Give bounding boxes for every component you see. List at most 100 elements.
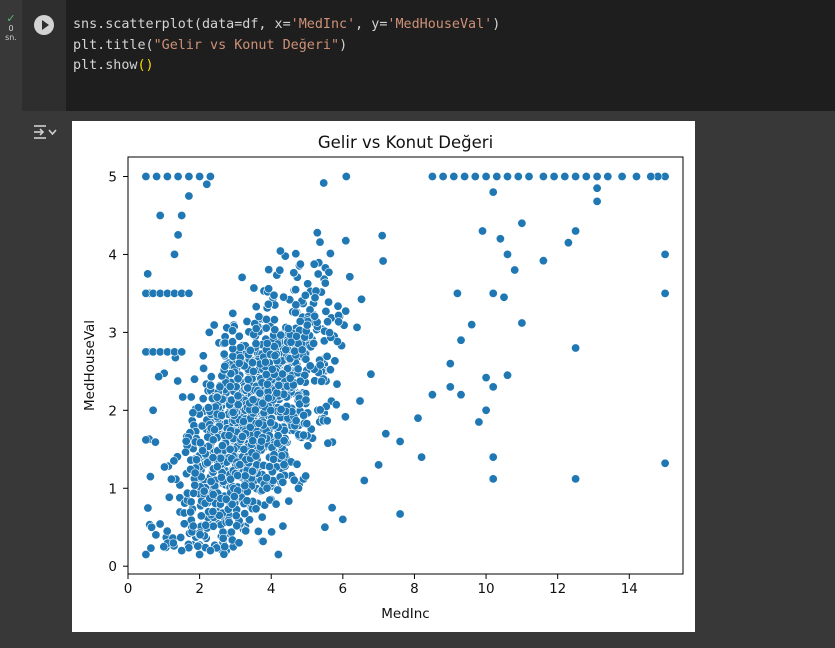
scatter-point [189, 488, 199, 498]
scatter-point [205, 546, 215, 556]
scatter-point [190, 468, 200, 478]
scatter-point [603, 171, 613, 181]
code-token: plt.title( [73, 37, 154, 53]
scatter-point [184, 191, 194, 201]
scatter-point [262, 379, 272, 389]
scatter-point [168, 538, 178, 548]
scatter-point [243, 383, 253, 393]
scatter-point [481, 171, 491, 181]
scatter-point [265, 495, 275, 505]
scatter-point [261, 323, 271, 333]
scatter-point [293, 364, 303, 374]
output-menu-icon[interactable] [32, 122, 58, 142]
scatter-point [155, 211, 165, 221]
scatter-point [188, 521, 198, 531]
scatter-point [289, 475, 299, 485]
y-tick-label: 4 [108, 247, 117, 263]
scatter-point [152, 171, 162, 181]
scatter-point [274, 380, 284, 390]
scatter-point [355, 396, 365, 406]
code-text[interactable]: sns.scatterplot(data=df, x='MedInc', y='… [73, 15, 500, 77]
scatter-point [449, 171, 459, 181]
scatter-point [320, 278, 330, 288]
scatter-point [206, 476, 216, 486]
code-editor[interactable] [66, 0, 835, 111]
scatter-point [445, 359, 455, 369]
run-cell-button[interactable] [34, 15, 54, 35]
scatter-point [295, 259, 305, 269]
scatter-point [234, 538, 244, 548]
scatter-point [319, 178, 329, 188]
scatter-point [309, 338, 319, 348]
scatter-point [143, 269, 153, 279]
scatter-point [452, 288, 462, 298]
scatter-point [345, 272, 355, 282]
scatter-point [427, 171, 437, 181]
scatter-point [251, 339, 261, 349]
scatter-point [470, 171, 480, 181]
scatter-point [240, 471, 250, 481]
scatter-point [228, 407, 238, 417]
scatter-point [477, 226, 487, 236]
scatter-point [255, 388, 265, 398]
scatter-point [445, 382, 455, 392]
scatter-point [571, 343, 581, 353]
scatter-point [276, 330, 286, 340]
scatter-point [417, 452, 427, 462]
scatter-point [245, 345, 255, 355]
scatter-point [413, 413, 423, 423]
scatter-point [488, 187, 498, 197]
scatter-point [248, 358, 258, 368]
scatter-point [467, 320, 477, 330]
scatter-point [235, 460, 245, 470]
chart-title: Gelir vs Konut Değeri [318, 133, 493, 152]
code-token: ) [492, 17, 501, 32]
scatter-point [228, 337, 238, 347]
scatter-point [270, 351, 280, 361]
scatter-point [195, 530, 205, 540]
scatter-point [248, 466, 258, 476]
scatter-point [262, 483, 272, 493]
scatter-point [474, 417, 484, 427]
scatter-point [208, 453, 218, 463]
scatter-point [257, 512, 267, 522]
scatter-point [315, 405, 325, 415]
scatter-point [279, 292, 289, 302]
scatter-point [249, 283, 259, 293]
scatter-point [195, 171, 205, 181]
scatter-point [266, 405, 276, 415]
scatter-point [173, 171, 183, 181]
scatter-point [233, 391, 243, 401]
scatter-point [571, 171, 581, 181]
scatter-point [204, 327, 214, 337]
scatter-point [151, 530, 161, 540]
scatter-point [178, 392, 188, 402]
scatter-point [267, 364, 277, 374]
scatter-point [456, 335, 466, 345]
x-tick-label: 8 [410, 581, 419, 597]
scatter-point [332, 337, 342, 347]
y-tick-label: 2 [108, 403, 117, 419]
scatter-point [229, 491, 239, 501]
scatter-point [220, 361, 230, 371]
scatter-point [192, 455, 202, 465]
scatter-point [323, 438, 333, 448]
scatter-point [286, 337, 296, 347]
scatter-point [617, 171, 627, 181]
scatter-point [359, 475, 369, 485]
scatter-point [560, 171, 570, 181]
scatter-point [184, 288, 194, 298]
scatter-point [592, 171, 602, 181]
scatter-point [310, 311, 320, 321]
scatter-point [261, 314, 271, 324]
code-token: ) [339, 37, 348, 53]
scatter-point [290, 308, 300, 318]
scatter-point [502, 370, 512, 380]
exec-unit: sn. [5, 33, 17, 42]
scatter-point [188, 408, 198, 418]
x-tick-label: 2 [195, 581, 204, 597]
scatter-point [186, 507, 196, 517]
scatter-point [427, 390, 437, 400]
scatter-point [173, 376, 183, 386]
scatter-point [196, 511, 206, 521]
